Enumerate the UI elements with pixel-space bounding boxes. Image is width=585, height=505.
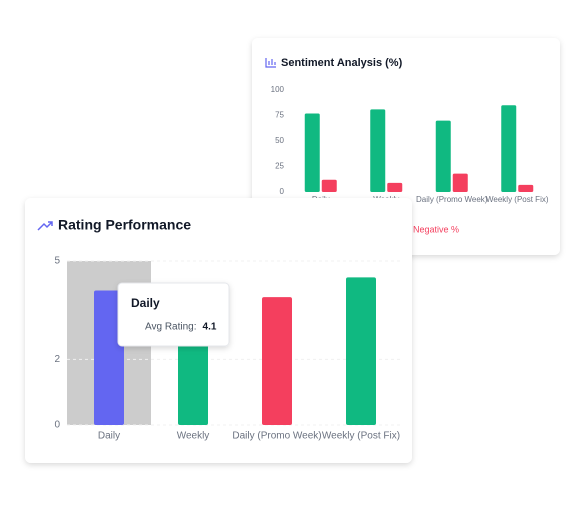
y-tick-label: 100: [271, 85, 285, 94]
bar: [346, 277, 376, 425]
bar: [452, 173, 468, 192]
bar: [518, 184, 534, 192]
bar: [94, 290, 124, 425]
bar: [262, 297, 292, 425]
chart-title: Sentiment Analysis (%): [281, 57, 403, 69]
x-tick-label: Daily (Promo Week): [416, 195, 488, 204]
tooltip-label: Avg Rating:: [145, 322, 197, 333]
y-tick-label: 75: [275, 111, 284, 120]
y-tick-label: 0: [54, 420, 60, 431]
x-tick-label: Weekly (Post Fix): [322, 431, 400, 442]
bar: [321, 179, 337, 192]
y-tick-label: 25: [275, 162, 284, 171]
bar-icon: [265, 58, 276, 68]
y-tick-label: 5: [54, 256, 60, 267]
chart-title: Rating Performance: [58, 217, 191, 233]
bar: [435, 120, 451, 192]
rating-card: Rating Performance 0 2 5 Daily Weekly Daily (…: [25, 198, 412, 463]
x-tick-label: Weekly: [177, 431, 210, 442]
x-tick-label: Weekly (Post Fix): [486, 195, 549, 204]
y-tick-label: 2: [54, 354, 60, 365]
x-tick-label: Daily (Promo Week): [232, 431, 321, 442]
bar: [501, 105, 517, 192]
trend-icon: [37, 221, 53, 231]
x-tick-label: Daily: [98, 431, 120, 442]
legend-label: Negative %: [413, 224, 459, 234]
tooltip-title: Daily: [131, 296, 160, 310]
tooltip-value: 4.1: [203, 322, 217, 333]
y-tick-label: 0: [280, 187, 285, 196]
tooltip: Daily Avg Rating: 4.1: [117, 282, 230, 347]
bar: [387, 182, 403, 192]
tooltip-box: [117, 282, 230, 347]
y-tick-label: 50: [275, 136, 284, 145]
bar: [370, 109, 386, 192]
bar: [304, 113, 320, 192]
